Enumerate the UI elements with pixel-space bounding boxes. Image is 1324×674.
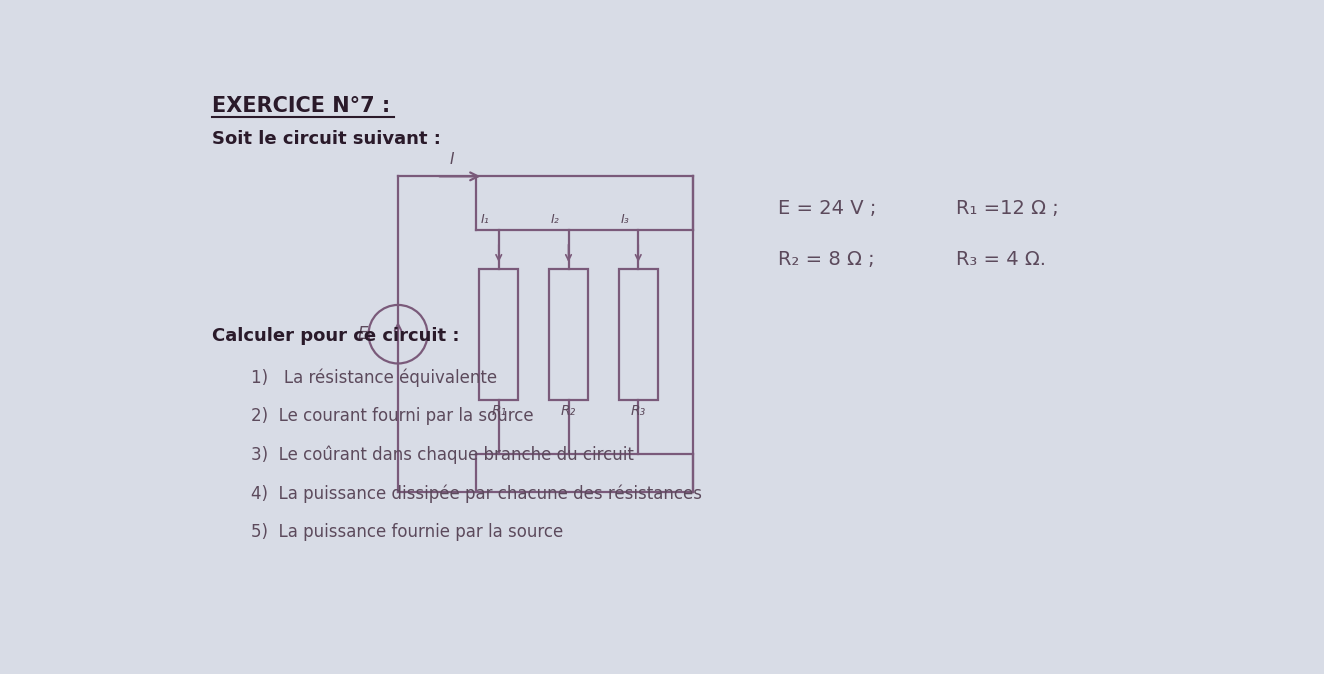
Text: 1)   La résistance équivalente: 1) La résistance équivalente <box>250 369 496 388</box>
Text: Soit le circuit suivant :: Soit le circuit suivant : <box>212 130 441 148</box>
Text: R₁ =12 Ω ;: R₁ =12 Ω ; <box>956 200 1059 218</box>
Bar <box>549 269 588 400</box>
Text: I₂: I₂ <box>551 214 559 226</box>
Text: E: E <box>357 326 368 343</box>
Text: 4)  La puissance dissipée par chacune des résistances: 4) La puissance dissipée par chacune des… <box>250 485 702 503</box>
Bar <box>618 269 658 400</box>
Text: EXERCICE N°7 :: EXERCICE N°7 : <box>212 96 391 115</box>
Text: 2)  Le courant fourni par la source: 2) Le courant fourni par la source <box>250 407 534 425</box>
Text: R₃: R₃ <box>630 404 646 417</box>
Text: R₂: R₂ <box>561 404 576 417</box>
Bar <box>479 269 518 400</box>
Text: R₂ = 8 Ω ;: R₂ = 8 Ω ; <box>777 249 874 268</box>
Text: Calculer pour ce circuit :: Calculer pour ce circuit : <box>212 326 459 344</box>
Text: E = 24 V ;: E = 24 V ; <box>777 200 876 218</box>
Text: I: I <box>450 152 454 167</box>
Text: I₁: I₁ <box>481 214 490 226</box>
Text: 5)  La puissance fournie par la source: 5) La puissance fournie par la source <box>250 523 563 541</box>
Text: 3)  Le coûrant dans chaque branche du circuit: 3) Le coûrant dans chaque branche du ci… <box>250 446 634 464</box>
Text: I₃: I₃ <box>620 214 629 226</box>
Text: R₁: R₁ <box>491 404 506 417</box>
Text: R₃ = 4 Ω.: R₃ = 4 Ω. <box>956 249 1046 268</box>
